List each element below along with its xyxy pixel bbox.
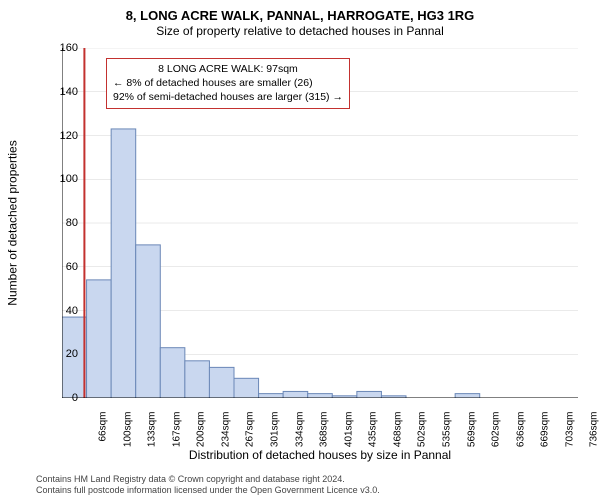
histogram-bar (259, 394, 284, 398)
x-tick-label: 468sqm (392, 412, 403, 456)
footer: Contains HM Land Registry data © Crown c… (36, 474, 380, 497)
footer-line1: Contains HM Land Registry data © Crown c… (36, 474, 380, 485)
x-tick-label: 267sqm (245, 412, 256, 456)
histogram-bar (209, 367, 234, 398)
x-tick-label: 200sqm (196, 412, 207, 456)
histogram-bar (136, 245, 161, 398)
histogram-bar (87, 280, 112, 398)
histogram-bar (455, 394, 480, 398)
histogram-bar (308, 394, 333, 398)
x-tick-label: 133sqm (147, 412, 158, 456)
x-tick-label: 703sqm (564, 412, 575, 456)
y-tick-label: 40 (48, 305, 78, 317)
page-title: 8, LONG ACRE WALK, PANNAL, HARROGATE, HG… (0, 0, 600, 23)
annotation-box: 8 LONG ACRE WALK: 97sqm ← 8% of detached… (106, 58, 350, 109)
y-tick-label: 100 (48, 173, 78, 185)
y-tick-label: 80 (48, 217, 78, 229)
x-tick-label: 301sqm (270, 412, 281, 456)
x-tick-label: 535sqm (442, 412, 453, 456)
x-tick-label: 100sqm (122, 412, 133, 456)
x-tick-label: 66sqm (98, 412, 109, 456)
x-tick-label: 502sqm (417, 412, 428, 456)
y-tick-label: 20 (48, 348, 78, 360)
x-tick-label: 636sqm (515, 412, 526, 456)
histogram-bar (160, 348, 185, 398)
x-tick-label: 401sqm (343, 412, 354, 456)
annotation-line3: 92% of semi-detached houses are larger (… (113, 90, 343, 104)
x-tick-label: 435sqm (368, 412, 379, 456)
x-tick-label: 167sqm (171, 412, 182, 456)
x-tick-label: 669sqm (540, 412, 551, 456)
x-tick-label: 334sqm (294, 412, 305, 456)
x-tick-label: 602sqm (491, 412, 502, 456)
x-tick-label: 569sqm (466, 412, 477, 456)
x-tick-label: 234sqm (220, 412, 231, 456)
page-subtitle: Size of property relative to detached ho… (0, 23, 600, 38)
histogram-bar (283, 391, 308, 398)
histogram-bar (234, 378, 259, 398)
y-tick-label: 60 (48, 261, 78, 273)
x-tick-label: 736sqm (589, 412, 600, 456)
annotation-line2: ← 8% of detached houses are smaller (26) (113, 76, 343, 90)
y-tick-label: 0 (48, 392, 78, 404)
histogram-bar (185, 361, 210, 398)
x-tick-label: 368sqm (319, 412, 330, 456)
y-tick-label: 140 (48, 86, 78, 98)
y-axis-label: Number of detached properties (6, 48, 20, 398)
histogram-bar (357, 391, 382, 398)
histogram-bar (111, 129, 136, 398)
annotation-line1: 8 LONG ACRE WALK: 97sqm (113, 62, 343, 76)
y-tick-label: 120 (48, 130, 78, 142)
footer-line2: Contains full postcode information licen… (36, 485, 380, 496)
y-tick-label: 160 (48, 42, 78, 54)
